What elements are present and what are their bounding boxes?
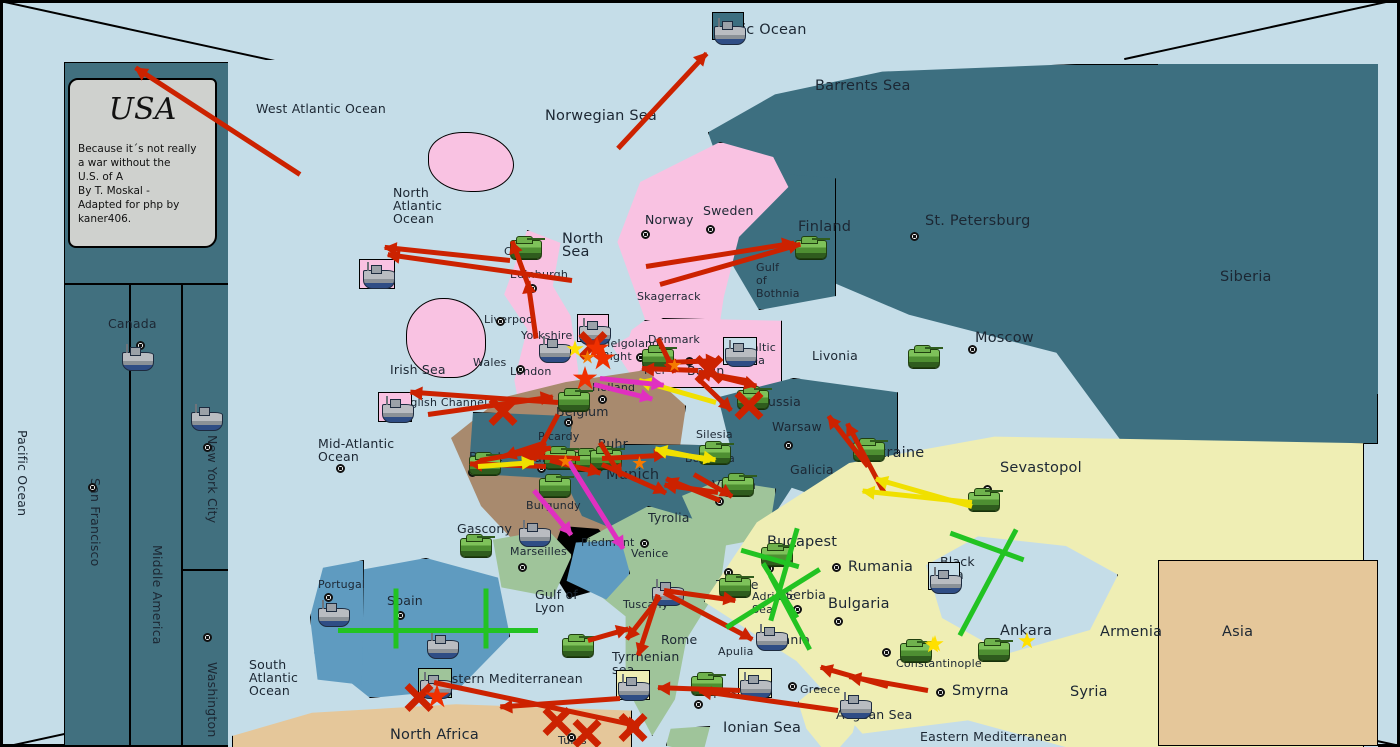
usa-panel-washington[interactable] [182,570,230,746]
province-label-livonia: Livonia [812,348,858,363]
order-move-rome-bounce [587,626,630,643]
variant-legend-note: USA Because it´s not really a war withou… [68,78,217,248]
frame-border-left [0,0,3,747]
province-ireland[interactable] [406,298,486,378]
supply-center-naples[interactable] [694,700,703,709]
sea-label-south-atlantic: South Atlantic Ocean [249,657,299,698]
unit-fleet-aegean-sea[interactable] [840,692,872,719]
supply-center-portugal[interactable] [324,593,333,602]
unit-army-ruhr-south[interactable] [539,474,574,497]
order-move-norwegian-to-arctic [616,51,709,151]
supply-center-liverpool[interactable] [496,317,505,326]
province-sicily[interactable] [666,726,711,747]
unit-fleet-albania[interactable] [756,624,788,651]
supply-center-holland[interactable] [598,395,607,404]
bounce-marker-berlin [692,352,726,386]
supply-center-moscow[interactable] [968,345,977,354]
bounce-marker-ionian [616,710,650,744]
unit-army-constantinople[interactable] [900,639,935,662]
unit-fleet-yorkshire-sea[interactable] [539,336,571,363]
supply-center-venice[interactable] [640,539,649,548]
sea-label-ionian-sea: Ionian Sea [723,720,802,736]
province-label-apulia: Apulia [718,645,754,658]
supply-center-greece[interactable] [788,682,797,691]
unit-fleet-portugal[interactable] [318,600,350,627]
unit-fleet-new-york-city[interactable] [191,404,223,431]
unit-army-belgium[interactable] [558,388,593,411]
unit-fleet-tyrrhenian-sea[interactable] [618,674,650,701]
province-asia[interactable] [1158,560,1378,746]
unit-fleet-marseilles[interactable] [519,520,551,547]
supply-center-san-francisco[interactable] [88,483,97,492]
unit-army-ankara[interactable] [978,638,1013,661]
bounce-marker-tunis [570,716,604,747]
supply-center-washington[interactable] [203,633,212,642]
sea-label-west-atlantic: West Atlantic Ocean [256,101,386,116]
supply-center-london[interactable] [516,365,525,374]
usa-panel-sanfran[interactable] [64,284,130,746]
sea-label-mid-atlantic: Mid-Atlantic Ocean [318,436,395,464]
unit-army-gascony[interactable] [460,534,495,557]
unit-fleet-north-atlantic[interactable] [363,262,395,289]
supply-center-st-petersburg[interactable] [910,232,919,241]
province-iceland[interactable] [428,132,514,192]
frame-border-top [0,0,1400,3]
supply-center-marseilles[interactable] [518,563,527,572]
supply-center-tunis[interactable] [567,733,576,742]
order-support-spain-tick-1 [393,588,399,649]
bounce-marker-english-channel [486,394,520,428]
unit-fleet-black-sea[interactable] [930,567,962,594]
unit-fleet-canada[interactable] [122,344,154,371]
frame-border-right [1397,0,1400,747]
bounce-marker-prussia [732,388,766,422]
supply-center-belgium[interactable] [564,418,573,427]
order-support-spain-tick-2 [483,588,489,649]
unit-army-sevastopol[interactable] [968,488,1003,511]
variant-title: USA [108,92,177,127]
unit-fleet-spain-south[interactable] [427,632,459,659]
variant-subtitle: Because it´s not really a war without th… [78,143,197,225]
unit-fleet-arctic-ocean[interactable] [714,18,746,45]
unit-army-rome[interactable] [562,634,597,657]
supply-center-bulgaria[interactable] [834,617,843,626]
supply-center-norway[interactable] [641,230,650,239]
supply-center-smyrna[interactable] [936,688,945,697]
unit-fleet-english-channel[interactable] [382,396,414,423]
bounce-marker-western-med [540,704,574,738]
unit-army-moscow[interactable] [908,345,943,368]
unit-fleet-baltic-sea[interactable] [725,340,757,367]
supply-center-mid-atlantic[interactable] [336,464,345,473]
unit-army-finland[interactable] [795,236,830,259]
supply-center-sweden[interactable] [706,225,715,234]
sea-label-north-atlantic: North Atlantic Ocean [393,185,443,226]
supply-center-rumania[interactable] [832,563,841,572]
order-support-spain-line-h [338,628,538,633]
supply-center-warsaw[interactable] [784,441,793,450]
supply-center-new-york-city[interactable] [203,443,212,452]
sea-label-north-sea: North Sea [562,231,604,260]
supply-center-constantinople[interactable] [882,648,891,657]
province-siberia[interactable] [1158,64,1378,394]
map-board: Arctic Ocean Norwegian Sea Barrents Sea … [228,12,1378,747]
